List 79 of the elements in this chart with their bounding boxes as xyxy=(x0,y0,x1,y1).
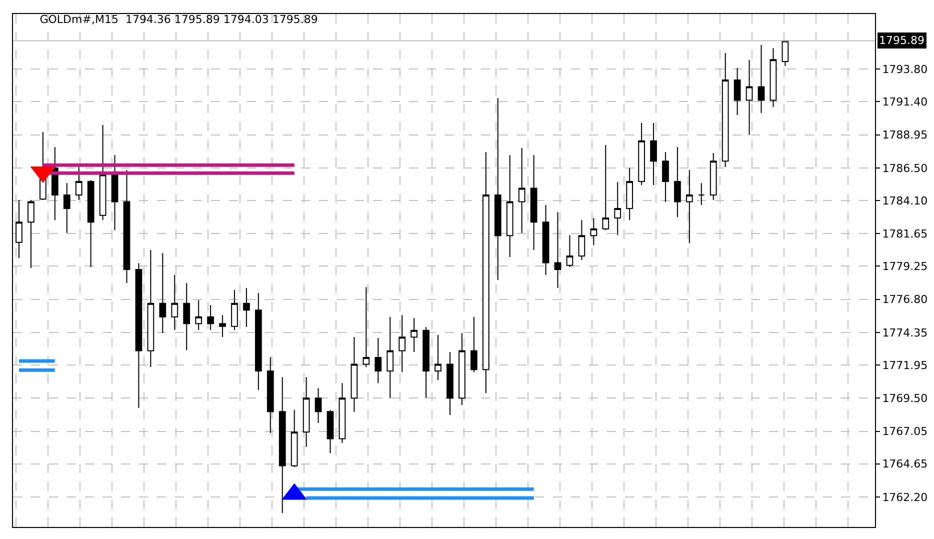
candlestick xyxy=(338,382,346,444)
y-tick-label: 1788.95 xyxy=(882,128,928,142)
candlestick xyxy=(494,98,502,281)
candlestick xyxy=(698,182,705,206)
candlestick xyxy=(171,274,178,330)
y-tick-label: 1762.20 xyxy=(882,490,928,504)
candlestick xyxy=(554,212,562,289)
candlestick xyxy=(782,40,789,66)
candlestick xyxy=(362,286,370,368)
candlestick xyxy=(770,48,777,108)
candlestick xyxy=(63,182,70,234)
candlestick xyxy=(518,148,526,234)
y-tick-label: 1784.10 xyxy=(882,194,928,208)
candlestick xyxy=(16,200,22,259)
chart-title: GOLDm#,M15 1794.36 1795.89 1794.03 1795.89 xyxy=(40,12,318,26)
candlestick xyxy=(159,252,166,334)
candlestick xyxy=(458,332,466,406)
candlestick xyxy=(530,154,538,250)
y-tick-label: 1793.80 xyxy=(882,62,928,76)
candlestick xyxy=(410,318,418,352)
y-tick-label: 1774.35 xyxy=(882,326,928,340)
candlestick xyxy=(374,337,382,384)
candlestick xyxy=(734,68,741,116)
candlestick xyxy=(686,170,693,244)
y-tick-label: 1779.25 xyxy=(882,260,928,273)
candlestick xyxy=(255,292,262,391)
candlestick xyxy=(326,410,334,454)
candlestick xyxy=(542,204,550,276)
candlestick xyxy=(278,376,286,514)
candlestick xyxy=(662,152,669,203)
candlestick xyxy=(758,44,765,114)
y-tick-label: 1776.80 xyxy=(882,293,928,306)
candlestick xyxy=(28,200,34,268)
candlestick xyxy=(219,314,226,338)
candlestick xyxy=(602,144,610,231)
ref-line-label: 1795.89 xyxy=(879,34,924,47)
candlestick xyxy=(398,314,406,373)
candlestick xyxy=(710,152,717,201)
candlestick xyxy=(75,166,82,201)
candlestick xyxy=(482,152,490,394)
candlestick xyxy=(231,290,238,330)
candlestick xyxy=(566,234,574,268)
y-tick-label: 1791.40 xyxy=(882,95,928,108)
candlestick xyxy=(290,410,298,468)
candlestick xyxy=(183,282,190,351)
candlestick xyxy=(135,262,142,408)
candlestick xyxy=(207,304,214,330)
candlestick xyxy=(99,124,106,221)
candlestick xyxy=(746,60,753,136)
y-tick-label: 1786.50 xyxy=(882,162,928,175)
y-tick-label: 1767.05 xyxy=(882,425,928,438)
candlestick xyxy=(434,334,442,381)
candlestick xyxy=(422,326,430,399)
y-tick-label: 1769.50 xyxy=(882,392,928,405)
candlestick xyxy=(578,220,586,261)
y-tick-label: 1764.65 xyxy=(882,458,928,471)
candlestick xyxy=(266,356,274,434)
candlestick xyxy=(590,218,598,246)
candlestick xyxy=(87,179,94,268)
candlestick xyxy=(243,288,250,328)
candlestick xyxy=(626,168,633,221)
candlestick xyxy=(674,146,681,218)
candlestick xyxy=(350,336,358,413)
candlestick xyxy=(302,376,310,448)
candlestick xyxy=(446,351,454,416)
candlestick xyxy=(722,52,729,168)
candlestick xyxy=(123,170,130,284)
candlestick xyxy=(147,249,154,368)
y-tick-label: 1771.95 xyxy=(882,358,928,372)
candlestick xyxy=(314,388,322,424)
candlestick xyxy=(638,122,645,186)
candlestick xyxy=(195,300,202,330)
candlestick xyxy=(470,316,478,373)
candlestick xyxy=(386,316,394,399)
candlestick xyxy=(650,122,657,186)
y-tick-label: 1781.65 xyxy=(882,227,928,240)
candlestick xyxy=(111,154,118,231)
candlestick xyxy=(506,154,514,258)
candlestick xyxy=(614,182,622,236)
